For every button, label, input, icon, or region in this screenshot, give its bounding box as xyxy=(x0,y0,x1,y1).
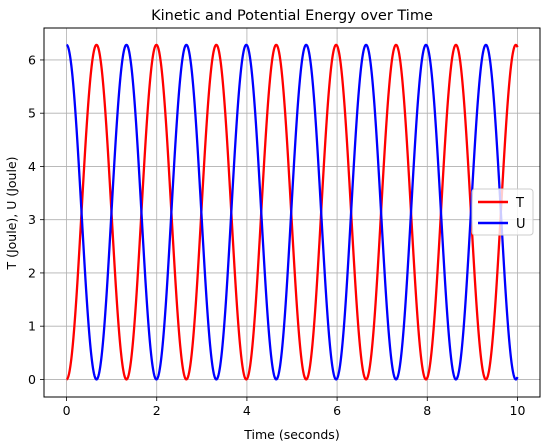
y-tick-label: 0 xyxy=(28,372,36,387)
series-line-u xyxy=(65,43,519,381)
x-tick-label: 4 xyxy=(243,403,251,418)
x-axis-label: Time (seconds) xyxy=(243,427,339,442)
chart-title: Kinetic and Potential Energy over Time xyxy=(151,8,433,24)
y-tick-label: 1 xyxy=(28,319,36,334)
x-tick-label: 8 xyxy=(423,403,431,418)
x-tick-label: 0 xyxy=(63,403,71,418)
x-tick-label: 10 xyxy=(510,403,526,418)
y-axis-label: T (Joule), U (Joule) xyxy=(4,156,19,270)
y-axis-ticks: 0 1 2 3 4 5 6 xyxy=(28,52,44,387)
legend: T U xyxy=(471,188,534,236)
x-tick-label: 2 xyxy=(153,403,161,418)
legend-label-t: T xyxy=(515,196,524,211)
x-axis-ticks: 0 2 4 6 8 10 xyxy=(63,397,526,418)
y-tick-label: 3 xyxy=(28,212,36,227)
y-tick-label: 2 xyxy=(28,265,36,280)
plot-lines xyxy=(65,43,519,381)
y-tick-label: 5 xyxy=(28,106,36,121)
x-tick-label: 6 xyxy=(333,403,341,418)
y-tick-label: 6 xyxy=(28,52,36,67)
y-tick-label: 4 xyxy=(28,159,36,174)
plot-frame xyxy=(43,27,541,398)
legend-label-u: U xyxy=(516,217,526,232)
